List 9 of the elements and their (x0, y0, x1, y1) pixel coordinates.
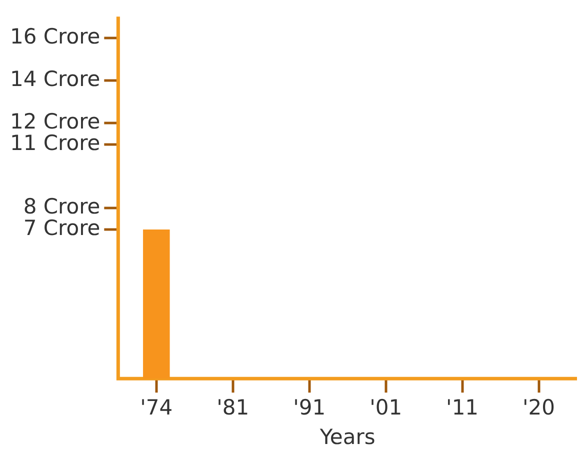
x-tick-label: '01 (370, 396, 402, 420)
x-axis-title: Years (318, 424, 376, 449)
y-tick-label: 14 Crore (10, 66, 100, 91)
x-tick-label: '91 (293, 396, 326, 420)
x-tick-label: '81 (216, 396, 250, 420)
x-tick-label: '11 (446, 396, 479, 420)
x-tick-label: '20 (522, 396, 556, 420)
y-tick-label: 16 Crore (10, 24, 100, 48)
x-tick-label: '74 (140, 396, 173, 420)
